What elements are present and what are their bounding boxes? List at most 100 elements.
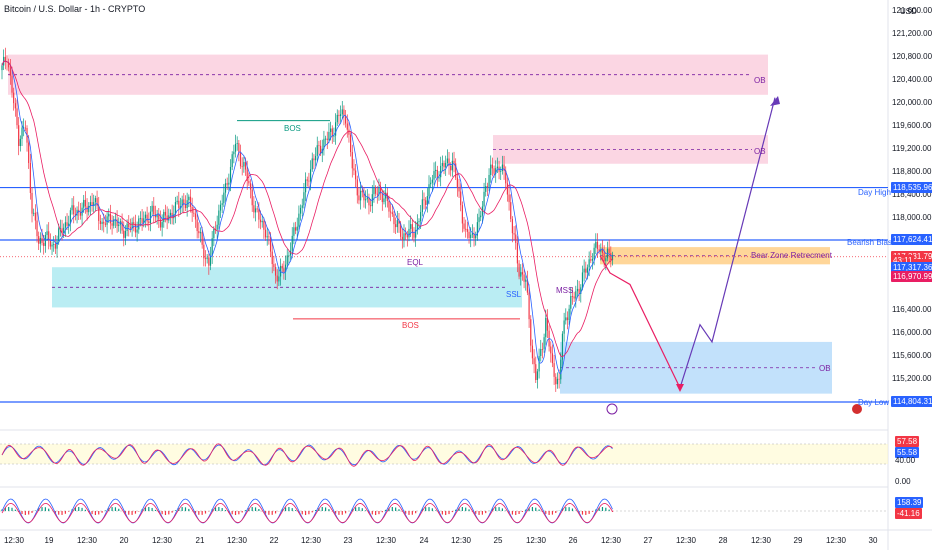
macd-histogram-bar [238,511,240,515]
candle [443,160,445,175]
candle [74,207,76,221]
macd-histogram-bar [301,511,303,515]
candle [356,175,358,204]
candle [560,352,562,384]
candle [91,192,93,212]
candle [395,217,397,234]
macd-histogram-bar [581,511,584,515]
candle [311,152,313,172]
macd-histogram-bar [395,507,397,511]
candle [226,177,228,190]
candle [335,113,337,145]
candle [156,209,158,225]
macd-histogram-bar [264,511,267,514]
macd-histogram-bar [548,511,550,515]
time-tick-label: 20 [119,536,129,545]
candle [154,205,157,223]
macd-histogram-bar [465,507,467,511]
candle [29,153,31,200]
macd-histogram-bar [448,511,450,515]
macd-histogram-bar [371,511,373,515]
macd-histogram-bar [91,511,93,515]
candle [146,206,148,227]
slow-ma-line [1,60,613,358]
macd-histogram-bar [78,507,80,511]
candle [478,208,480,232]
candle [355,164,357,188]
time-tick-label: 12:30 [300,536,322,545]
candle [63,223,65,239]
time-tick-label: 29 [793,536,803,545]
candle [468,229,470,244]
candle [39,232,41,253]
candle [465,219,467,238]
candle [181,195,183,213]
candle [303,183,305,209]
candle [318,140,320,155]
candle [299,204,302,221]
candle [71,198,73,215]
macd-histogram-bar [204,511,207,514]
candle [583,259,585,282]
candle [370,198,372,212]
candle [570,287,572,317]
candle [218,204,220,230]
ob-label: OB [819,364,831,373]
candle [576,279,579,297]
macd-histogram-bar [74,507,76,511]
candle [528,284,530,328]
candle [580,284,582,303]
macd-histogram-bar [588,511,590,514]
currency-label[interactable]: USD [900,7,917,16]
rsi-line [1,444,613,466]
macd-histogram-bar [361,508,363,511]
candle [228,173,230,192]
candle [208,250,210,275]
macd-histogram-bar [341,511,343,515]
macd-histogram-bar [98,511,100,515]
candle [11,66,13,98]
macd-histogram-bar [228,511,230,513]
macd-histogram-bar [84,509,86,511]
candle [14,97,16,117]
bos-label: BOS [402,321,419,330]
candle [231,151,233,171]
candle [164,204,167,223]
candle [408,220,410,242]
time-tick-label: 30 [868,536,878,545]
candle [131,217,133,237]
candle [53,236,55,252]
macd-histogram-bar [528,507,530,511]
candle [84,191,86,214]
candle [179,197,182,215]
candle [556,372,559,389]
candle [366,189,368,203]
candle [458,179,460,199]
price-tick-label: 116,000.00 [892,328,932,338]
macd-histogram-bar [425,507,427,511]
candle [213,226,215,247]
fast-ma-line [1,60,613,375]
candle [530,315,532,353]
candle [59,219,61,237]
flag-icon [852,404,862,414]
candle [214,221,217,234]
candle [573,291,575,303]
macd-histogram-bar [451,511,453,513]
candle [605,255,607,271]
candle [445,155,447,176]
candle [313,154,315,170]
macd-histogram-bar [154,509,157,511]
macd-histogram-bar [475,511,477,514]
price-tick-label: 115,600.00 [892,351,932,361]
candle [328,122,330,144]
candle [106,211,108,234]
candle [254,200,257,222]
projection-bullish-path [679,97,776,389]
candle [18,117,20,156]
candle [535,356,537,383]
candle [485,178,487,197]
candle [533,349,535,374]
time-tick-label: 23 [343,536,353,545]
